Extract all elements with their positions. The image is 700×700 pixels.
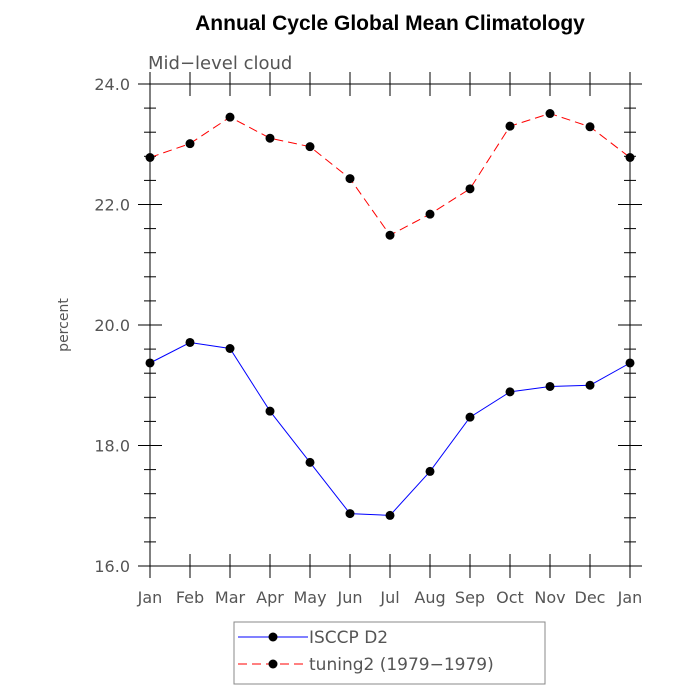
series-lines [149, 112, 631, 516]
legend-box [233, 621, 546, 685]
y-tick-labels: 16.0 18.0 20.0 22.0 24.0 [94, 75, 130, 576]
plot-frame [149, 83, 631, 567]
x-tick-label: Oct [496, 588, 524, 607]
legend-marker-0 [268, 632, 278, 642]
y-tick-label: 22.0 [94, 196, 130, 215]
series-line-0 [149, 341, 631, 516]
x-tick-label: Jan [617, 588, 643, 607]
series-1-point [545, 109, 555, 119]
x-tick-label: Aug [414, 588, 445, 607]
x-tick-label: Nov [534, 588, 565, 607]
series-0-point [505, 387, 515, 397]
series-0-point [545, 381, 555, 391]
y-tick-label: 16.0 [94, 557, 130, 576]
series-0-point [225, 343, 235, 353]
x-tick-label: Jan [137, 588, 163, 607]
series-0-point [265, 406, 275, 416]
x-tick-labels: Jan Feb Mar Apr May Jun Jul Aug Sep Oct Nov Dec Jan [137, 588, 643, 607]
series-1-point [145, 153, 155, 163]
x-tick-label: Jun [337, 588, 363, 607]
x-tick-label: Apr [256, 588, 284, 607]
series-0-point [425, 466, 435, 476]
series-1-point [465, 184, 475, 194]
legend-label-1: tuning2 (1979−1979) [309, 655, 494, 675]
series-0-point [305, 457, 315, 467]
series-1-point [305, 142, 315, 152]
y-tick-label: 20.0 [94, 316, 130, 335]
series-markers [145, 109, 635, 520]
series-1-point [505, 121, 515, 131]
y-axis-label: percent [56, 298, 72, 352]
x-tick-label: Sep [455, 588, 485, 607]
axis-ticks [138, 72, 642, 578]
y-tick-label: 24.0 [94, 75, 130, 94]
legend-marker-1 [268, 659, 278, 669]
x-tick-label: May [293, 588, 326, 607]
x-tick-label: Mar [215, 588, 246, 607]
legend: ISCCP D2 tuning2 (1979−1979) [238, 628, 494, 675]
chart-subtitle: Mid−level cloud [148, 53, 292, 74]
series-1-point [425, 209, 435, 219]
series-1-point [385, 230, 395, 240]
series-0-point [465, 412, 475, 422]
series-1-point [585, 122, 595, 132]
x-tick-label: Jul [379, 588, 399, 607]
x-tick-label: Dec [575, 588, 606, 607]
series-0-point [385, 510, 395, 520]
series-0-point [585, 380, 595, 390]
legend-label-0: ISCCP D2 [309, 628, 388, 648]
series-1-point [185, 139, 195, 149]
series-0-point [145, 358, 155, 368]
y-tick-label: 18.0 [94, 437, 130, 456]
series-1-point [345, 174, 355, 184]
series-1-point [625, 153, 635, 163]
series-1-point [265, 133, 275, 143]
series-1-point [225, 112, 235, 122]
series-0-point [625, 358, 635, 368]
chart-title: Annual Cycle Global Mean Climatology [195, 12, 585, 35]
series-line-1 [149, 112, 631, 236]
series-0-point [185, 337, 195, 347]
x-tick-label: Feb [176, 588, 204, 607]
series-0-point [345, 509, 355, 519]
